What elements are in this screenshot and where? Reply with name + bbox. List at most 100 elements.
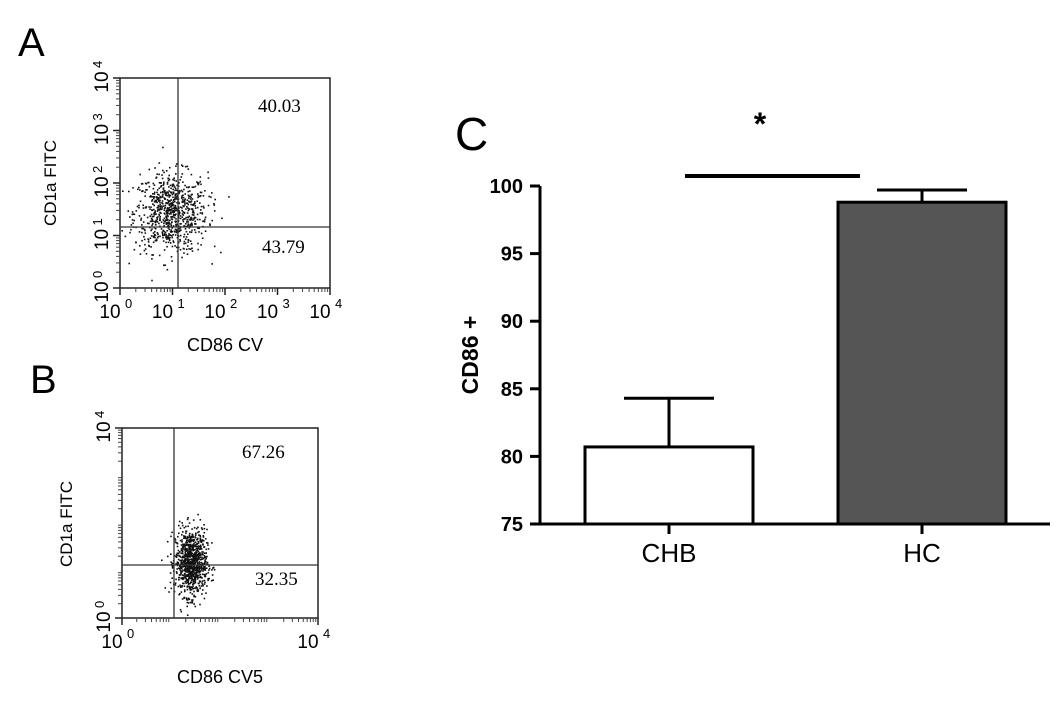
event-point <box>161 195 163 198</box>
event-point <box>193 212 195 214</box>
event-point <box>175 224 177 226</box>
event-point <box>150 206 152 208</box>
quadrant-label-upper-right-b: 67.26 <box>242 442 285 463</box>
axis-ticks-a: 10 0 10 1 10 2 10 3 10 4 10 0 10 1 10 2 10 3 10 4 <box>90 61 342 323</box>
event-point <box>190 208 193 210</box>
event-point <box>191 533 194 536</box>
event-point <box>179 584 181 587</box>
event-point <box>192 549 195 552</box>
event-point <box>157 206 159 209</box>
event-point <box>193 542 195 545</box>
y-tick-exponent: 4 <box>92 411 107 418</box>
event-point <box>158 200 160 202</box>
event-point <box>166 211 169 214</box>
event-point <box>197 574 200 577</box>
event-point <box>205 558 207 560</box>
event-point <box>201 540 203 543</box>
event-point <box>174 204 177 207</box>
event-point <box>184 568 186 570</box>
event-point <box>186 165 189 168</box>
event-point <box>192 580 195 583</box>
event-point <box>158 199 160 201</box>
event-point <box>196 182 199 184</box>
event-point <box>164 231 167 234</box>
event-point <box>193 570 195 573</box>
bar-series-c <box>583 188 1008 526</box>
event-point <box>190 577 193 580</box>
event-point <box>189 536 192 538</box>
event-point <box>143 235 145 238</box>
event-point <box>178 567 181 570</box>
event-point <box>213 568 216 571</box>
event-point <box>174 207 177 210</box>
event-point <box>201 567 203 570</box>
event-point <box>189 567 191 569</box>
event-point <box>179 568 181 571</box>
event-point <box>166 199 169 201</box>
event-point <box>142 204 144 207</box>
event-point <box>185 208 187 210</box>
event-point <box>199 195 202 197</box>
event-point <box>196 538 199 541</box>
event-point <box>149 237 152 239</box>
event-point <box>192 599 194 601</box>
event-point <box>175 555 177 557</box>
event-point <box>189 577 192 580</box>
event-point <box>185 597 188 599</box>
y-tick-label: 10 <box>92 176 113 197</box>
event-point <box>200 548 203 550</box>
event-point <box>180 223 182 225</box>
event-point <box>190 545 193 547</box>
event-point <box>188 522 191 524</box>
event-point <box>198 231 200 233</box>
event-point <box>179 212 181 214</box>
event-point <box>145 253 148 255</box>
event-point <box>179 206 182 208</box>
event-point <box>193 539 196 541</box>
y-tick-exponent: 4 <box>90 61 105 68</box>
bar-chb <box>583 445 755 526</box>
event-point <box>164 190 166 192</box>
event-point <box>184 574 186 576</box>
event-point <box>179 179 181 181</box>
event-point <box>171 201 174 204</box>
event-point <box>184 184 186 187</box>
event-point <box>147 181 149 184</box>
event-point <box>200 576 203 579</box>
event-point <box>153 213 155 215</box>
event-point <box>186 599 189 601</box>
event-point <box>155 199 158 202</box>
event-point <box>202 535 205 537</box>
event-point <box>199 603 201 606</box>
event-point <box>135 241 137 243</box>
event-point <box>180 189 183 192</box>
event-point <box>174 539 177 541</box>
event-point <box>176 228 178 231</box>
event-point <box>141 224 143 226</box>
event-point <box>137 188 139 191</box>
quadrant-label-upper-right-a: 40.03 <box>258 96 301 117</box>
event-point <box>167 206 169 209</box>
event-point <box>176 572 178 575</box>
event-point <box>191 601 194 604</box>
event-point <box>197 194 200 197</box>
event-point <box>183 535 185 537</box>
event-point <box>167 227 170 229</box>
event-point <box>196 588 199 591</box>
event-point <box>185 230 188 233</box>
event-point <box>172 562 174 564</box>
event-point <box>195 568 198 571</box>
event-point <box>153 208 155 211</box>
event-point <box>188 197 190 199</box>
event-point <box>152 223 154 225</box>
event-point <box>180 562 182 565</box>
event-point <box>190 535 193 538</box>
event-point <box>203 552 206 554</box>
event-point <box>168 222 171 225</box>
event-point <box>150 235 153 237</box>
event-point <box>186 571 189 573</box>
event-point <box>200 566 203 568</box>
event-point <box>183 537 185 539</box>
event-point <box>192 545 194 547</box>
